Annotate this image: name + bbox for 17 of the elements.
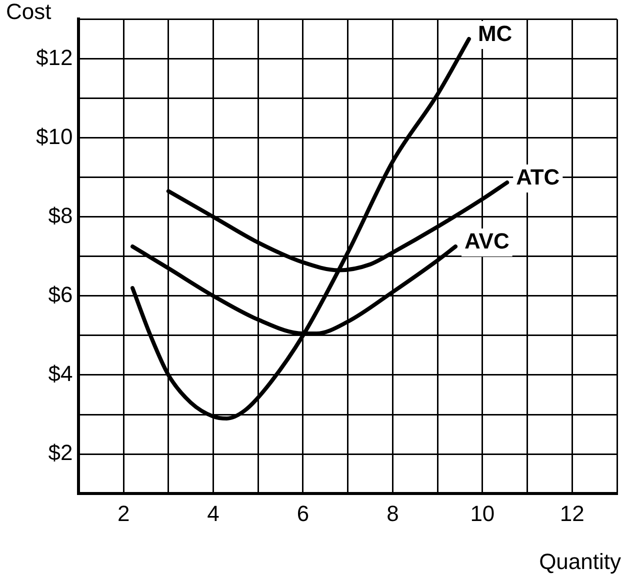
series-label: ATC bbox=[516, 164, 560, 190]
x-tick-label: 6 bbox=[296, 500, 310, 526]
x-tick-label: 10 bbox=[470, 500, 495, 526]
x-tick-label: 8 bbox=[386, 500, 399, 526]
series-label: AVC bbox=[464, 228, 510, 254]
x-tick-label: 12 bbox=[560, 500, 584, 526]
y-tick-label: $4 bbox=[48, 361, 73, 386]
y-tick-label: $2 bbox=[48, 440, 73, 466]
series-label: MC bbox=[478, 21, 512, 46]
y-tick-label: $12 bbox=[36, 44, 73, 70]
y-tick-label: $8 bbox=[48, 202, 73, 228]
y-tick-label: $6 bbox=[48, 282, 73, 307]
x-axis-title: Quantity bbox=[539, 549, 621, 574]
x-tick-label: 4 bbox=[207, 500, 220, 526]
y-axis-title: Cost bbox=[6, 0, 52, 24]
x-tick-label: 2 bbox=[117, 500, 130, 526]
y-tick-label: $10 bbox=[36, 124, 73, 149]
